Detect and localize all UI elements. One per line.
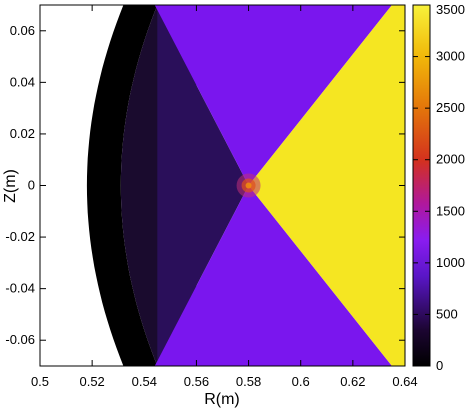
x-point-glow: [236, 173, 261, 198]
colorbar-tick-label: 2000: [436, 152, 465, 167]
upper-sector-region: [154, 5, 392, 186]
y-tick-label: 0.04: [10, 74, 35, 89]
colorbar-tick-label: 0: [436, 358, 443, 373]
colorbar-tick-label: 1000: [436, 255, 465, 270]
right-sector-region: [248, 5, 405, 366]
x-tick-label: 0.52: [79, 374, 104, 389]
x-tick-label: 0.5: [31, 374, 49, 389]
y-axis-ticks: 0.06 0.04 0.02 0 -0.02 -0.04 -0.06: [5, 23, 405, 347]
x-tick-label: 0.54: [132, 374, 157, 389]
colorbar-tick-label: 500: [436, 306, 458, 321]
left-sector-region: [154, 5, 249, 366]
lower-sector-region: [154, 185, 392, 366]
y-tick-label: 0.02: [10, 126, 35, 141]
x-axis-ticks: 0.5 0.52 0.54 0.56 0.58 0.6 0.62 0.64: [31, 5, 418, 389]
x-tick-label: 0.58: [236, 374, 261, 389]
colorbar-tick-label: 3500: [436, 2, 465, 17]
x-tick-label: 0.64: [392, 374, 417, 389]
y-tick-label: -0.04: [5, 281, 35, 296]
y-tick-label: 0: [28, 178, 35, 193]
colorbar-tick-label: 1500: [436, 203, 465, 218]
y-axis-label: Z(m): [2, 169, 19, 203]
x-tick-label: 0.62: [340, 374, 365, 389]
x-tick-label: 0.56: [184, 374, 209, 389]
colorbar-tick-label: 2500: [436, 100, 465, 115]
y-tick-label: 0.06: [10, 23, 35, 38]
colorbar-ticks: 0 500 1000 1500 2000 2500 3000 3500: [413, 2, 465, 373]
colorbar-tick-label: 3000: [436, 49, 465, 64]
x-tick-label: 0.6: [292, 374, 310, 389]
plot-area: [40, 5, 405, 366]
x-axis-label: R(m): [204, 391, 240, 408]
outer-wall-region: [86, 5, 158, 366]
y-tick-label: -0.06: [5, 332, 35, 347]
y-tick-label: -0.02: [5, 229, 35, 244]
colorbar: [412, 4, 431, 367]
x-point-glow-ring: [245, 182, 252, 189]
